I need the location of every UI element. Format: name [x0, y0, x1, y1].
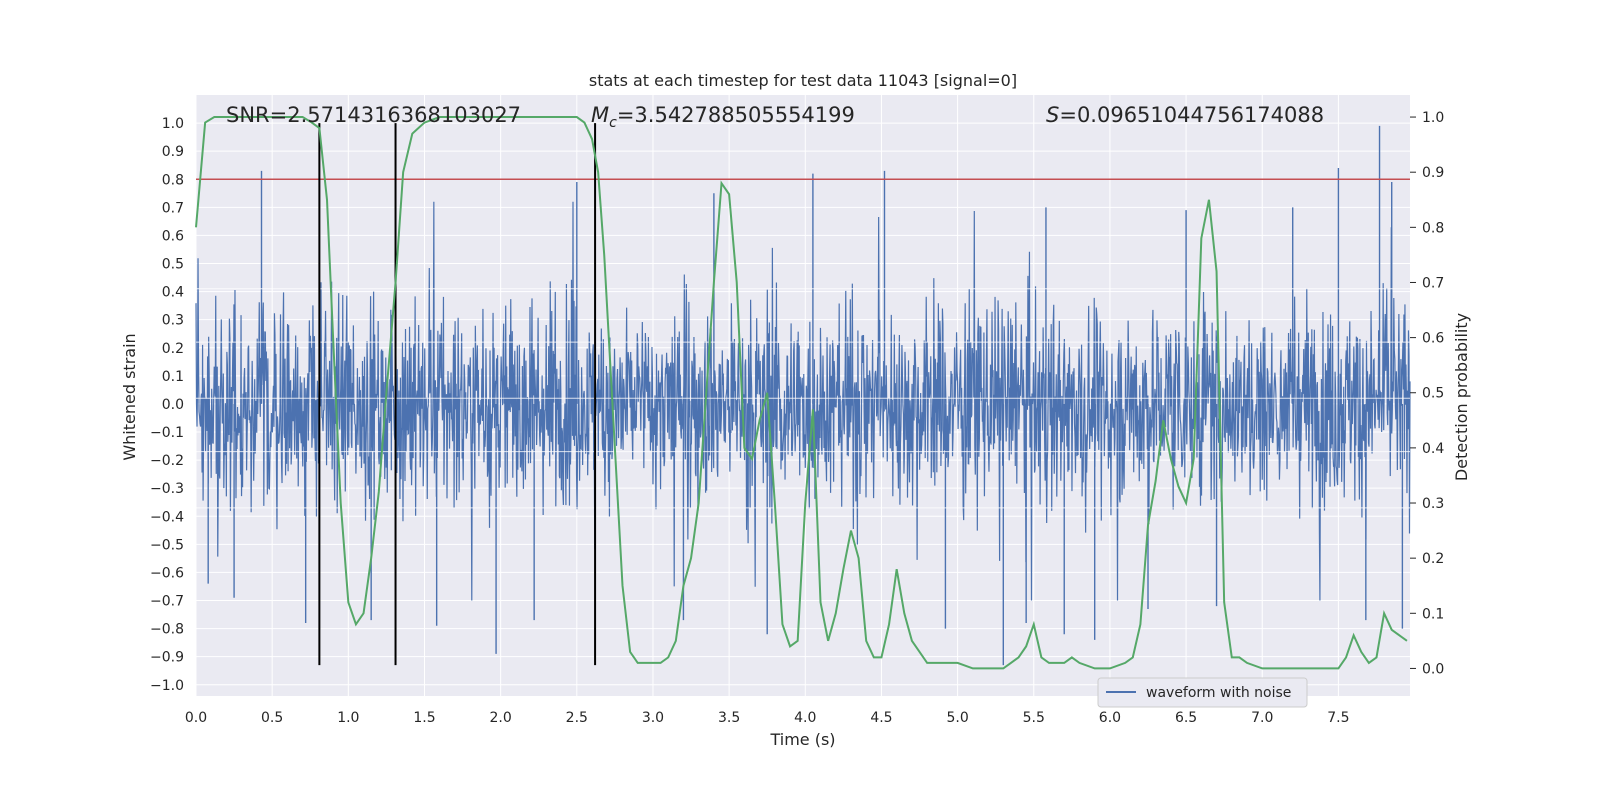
x-tick-label: 5.0: [946, 710, 968, 726]
s-value: =0.09651044756174088: [1059, 103, 1324, 127]
y-right-tick-label: 0.6: [1422, 331, 1444, 347]
y-tick-label: −0.2: [150, 453, 184, 469]
x-axis-label: Time (s): [769, 730, 835, 749]
chirp-mass-annotation: Mc=3.542788505554199: [591, 103, 855, 131]
y-tick-label: 0.7: [162, 200, 184, 216]
x-tick-labels: 0.0 0.5 1.0 1.5 2.0 2.5 3.0 3.5 4.0 4.5 5.0 5.5 6.0 6…: [185, 710, 1350, 726]
waveform-series: [195, 125, 1411, 666]
y-right-tick-label: 0.1: [1422, 606, 1444, 622]
y-tick-label: 1.0: [162, 116, 184, 132]
y-right-tick-labels: 0.0 0.1 0.2 0.3 0.4 0.5 0.6 0.7 0.8 0.9 1.0: [1410, 110, 1444, 677]
y-tick-label: 0.9: [162, 144, 184, 160]
x-tick-label: 4.0: [794, 710, 816, 726]
x-tick-label: 1.5: [413, 710, 435, 726]
detection-probability-line: [195, 116, 1408, 670]
y-right-tick-label: 0.2: [1422, 551, 1444, 567]
y-tick-label: 0.2: [162, 341, 184, 357]
y-tick-label: −1.0: [150, 678, 184, 694]
y-axis-label: Whitened strain: [120, 333, 139, 460]
y-right-tick-label: 0.4: [1422, 441, 1444, 457]
x-tick-label: 7.0: [1251, 710, 1273, 726]
s-symbol: S: [1046, 103, 1059, 127]
x-tick-label: 4.5: [870, 710, 892, 726]
y-tick-label: −0.3: [150, 481, 184, 497]
y-right-tick-label: 0.9: [1422, 165, 1444, 181]
x-tick-label: 6.5: [1175, 710, 1197, 726]
x-tick-label: 3.5: [718, 710, 740, 726]
snr-annotation: SNR=2.5714316368103027: [226, 103, 521, 127]
y-tick-label: 0.6: [162, 228, 184, 244]
waveform-trace: [195, 201, 1411, 601]
y-tick-label: 0.1: [162, 369, 184, 385]
x-tick-label: 2.5: [566, 710, 588, 726]
y-tick-label: −0.9: [150, 650, 184, 666]
y-tick-label: −0.4: [150, 509, 184, 525]
y-right-tick-label: 0.0: [1422, 661, 1444, 677]
y-tick-labels: −1.0 −0.9 −0.8 −0.7 −0.6 −0.5 −0.4 −0.3 −0.2 −0.1…: [150, 116, 184, 694]
legend-box: [1097, 677, 1308, 708]
y-tick-label: 0.5: [162, 257, 184, 273]
y-tick-label: −0.7: [150, 594, 184, 610]
y-tick-label: −0.1: [150, 425, 184, 441]
chart-title: stats at each timestep for test data 110…: [589, 71, 1017, 90]
y-tick-label: −0.8: [150, 622, 184, 638]
y-right-tick-label: 0.3: [1422, 496, 1444, 512]
y-tick-label: 0.4: [162, 285, 184, 301]
x-tick-label: 5.5: [1023, 710, 1045, 726]
legend: waveform with noise: [1097, 677, 1308, 708]
x-tick-label: 7.5: [1327, 710, 1349, 726]
y-tick-label: −0.6: [150, 565, 184, 581]
y-right-tick-label: 0.8: [1422, 220, 1444, 236]
y-tick-label: 0.0: [162, 397, 184, 413]
chirp-mass-value: =3.542788505554199: [617, 103, 855, 127]
x-tick-label: 0.5: [261, 710, 283, 726]
x-tick-label: 2.0: [490, 710, 512, 726]
x-tick-label: 3.0: [642, 710, 664, 726]
y-right-tick-label: 0.7: [1422, 275, 1444, 291]
y-right-tick-label: 1.0: [1422, 110, 1444, 126]
y-tick-label: 0.3: [162, 313, 184, 329]
s-annotation: S=0.09651044756174088: [1046, 103, 1324, 127]
x-tick-label: 0.0: [185, 710, 207, 726]
legend-label-waveform: waveform with noise: [1146, 685, 1291, 701]
y-right-tick-label: 0.5: [1422, 386, 1444, 402]
chirp-mass-subscript: c: [609, 115, 617, 131]
chirp-mass-symbol: M: [591, 103, 609, 127]
x-tick-label: 6.0: [1099, 710, 1121, 726]
y-right-axis-label: Detection probability: [1452, 313, 1471, 481]
x-tick-label: 1.0: [337, 710, 359, 726]
y-tick-label: −0.5: [150, 537, 184, 553]
y-tick-label: 0.8: [162, 172, 184, 188]
overlay-lines: [196, 123, 1410, 666]
